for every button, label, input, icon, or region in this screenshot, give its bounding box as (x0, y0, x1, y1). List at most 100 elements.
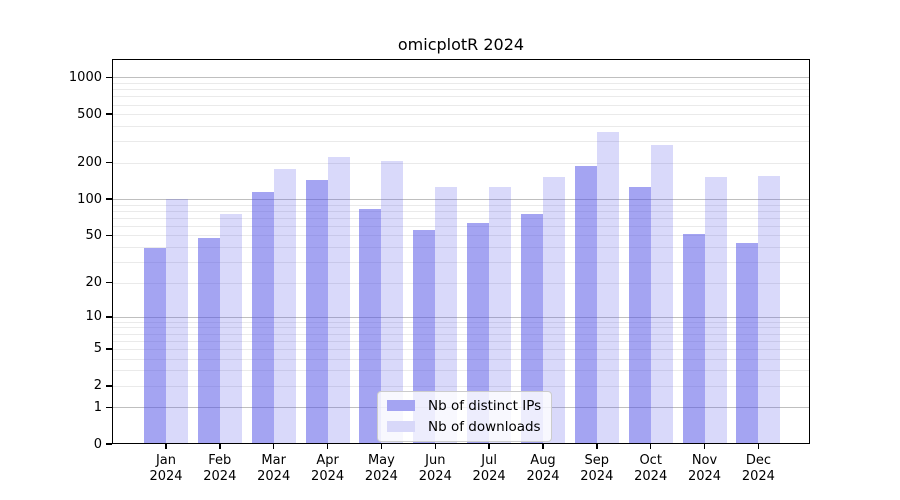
bar-downloads-aug (542, 176, 565, 444)
x-tick-label-sep: Sep 2024 (580, 453, 614, 484)
x-tick-mark (649, 444, 652, 449)
gridline-minor (112, 261, 810, 263)
gridline-minor (112, 125, 810, 127)
y-tick-label: 0 (93, 436, 102, 452)
y-tick-label: 10 (85, 309, 102, 325)
y-tick-label: 20 (85, 275, 102, 290)
y-tick-mark (106, 113, 112, 115)
legend-item-distinct-ips: Nb of distinct IPs (387, 397, 541, 414)
y-tick-label: 2 (93, 378, 102, 394)
bar-downloads-apr (327, 157, 350, 444)
gridline-minor (112, 385, 810, 387)
x-tick-mark (542, 444, 544, 449)
bar-downloads-jun (435, 186, 458, 444)
x-tick-mark (757, 444, 760, 449)
gridline-minor (112, 370, 810, 372)
x-tick-label-mar: Mar 2024 (257, 453, 291, 484)
y-tick-mark (106, 281, 112, 284)
x-tick-label-nov: Nov 2024 (687, 453, 722, 484)
gridline-minor (112, 225, 810, 227)
bar-distinct-ips-jun (413, 229, 436, 444)
plot-area (112, 59, 810, 444)
legend: Nb of distinct IPs Nb of downloads (377, 391, 553, 442)
gridline-minor (112, 217, 810, 219)
gridline-minor (112, 104, 810, 106)
chart-title: omicplotR 2024 (397, 35, 525, 54)
x-tick-mark (165, 444, 167, 449)
y-tick-label: 1000 (68, 69, 102, 85)
gridline-minor (112, 321, 810, 323)
x-tick-label-jan: Jan 2024 (149, 453, 183, 484)
y-tick-mark (106, 161, 112, 164)
x-tick-mark (596, 444, 598, 449)
y-tick-mark (106, 76, 112, 79)
y-tick-label: 200 (77, 155, 102, 171)
bar-distinct-ips-may (359, 208, 382, 444)
bar-downloads-jul (489, 186, 512, 444)
gridline-minor (112, 235, 810, 237)
bar-downloads-sep (596, 131, 619, 444)
y-tick-mark (106, 406, 112, 408)
gridline-minor (112, 247, 810, 248)
bar-downloads-oct (650, 145, 673, 444)
legend-label-downloads: Nb of downloads (428, 418, 541, 435)
y-tick-mark (106, 316, 112, 318)
bar-downloads-nov (704, 177, 727, 444)
x-tick-label-jul: Jul 2024 (472, 453, 506, 484)
x-tick-mark (434, 444, 436, 449)
x-tick-mark (380, 444, 383, 449)
x-tick-label-may: May 2024 (364, 453, 398, 484)
x-tick-mark (272, 444, 275, 449)
gridline-minor (112, 114, 810, 116)
gridline-minor (112, 333, 810, 335)
bar-distinct-ips-jul (467, 223, 490, 444)
bar-distinct-ips-dec (736, 243, 759, 444)
legend-label-distinct-ips: Nb of distinct IPs (428, 397, 542, 414)
gridline-minor (112, 96, 810, 98)
legend-item-downloads: Nb of downloads (387, 418, 541, 435)
x-tick-label-jun: Jun 2024 (418, 453, 452, 484)
gridline-minor (112, 162, 810, 164)
legend-swatch-distinct-ips (387, 400, 415, 411)
gridline-major (112, 199, 810, 201)
gridline-minor (112, 327, 810, 329)
bar-distinct-ips-apr (305, 179, 328, 444)
x-tick-label-dec: Dec 2024 (741, 453, 775, 484)
bar-distinct-ips-jan (144, 248, 166, 444)
gridline-minor (112, 141, 810, 143)
x-tick-label-aug: Aug 2024 (526, 453, 560, 484)
y-tick-mark (106, 234, 112, 237)
gridline-major (112, 77, 810, 79)
gridline-minor (112, 282, 810, 284)
bar-distinct-ips-nov (682, 234, 705, 444)
gridline-minor (112, 348, 810, 350)
x-tick-mark (703, 444, 706, 449)
gridline-minor (112, 204, 810, 206)
gridline-minor (112, 340, 810, 342)
y-tick-mark (106, 385, 112, 387)
y-tick-mark (106, 348, 112, 350)
y-tick-label: 5 (93, 341, 102, 357)
bar-downloads-may (381, 160, 404, 444)
y-tick-label: 500 (77, 106, 102, 122)
legend-swatch-downloads (387, 421, 415, 432)
y-tick-mark (106, 198, 112, 200)
gridline-minor (112, 210, 810, 212)
y-tick-label: 100 (77, 191, 102, 207)
x-tick-label-feb: Feb 2024 (203, 453, 237, 484)
bar-downloads-feb (219, 214, 242, 444)
x-tick-label-apr: Apr 2024 (311, 453, 345, 484)
gridline-minor (112, 358, 810, 360)
y-tick-mark (106, 443, 112, 445)
bar-distinct-ips-feb (197, 237, 220, 444)
x-tick-label-oct: Oct 2024 (634, 453, 668, 484)
y-tick-label: 50 (85, 227, 102, 243)
bar-distinct-ips-mar (251, 191, 274, 444)
bar-distinct-ips-aug (520, 214, 543, 444)
x-tick-mark (219, 444, 221, 449)
bar-distinct-ips-oct (628, 187, 651, 444)
gridline-major (112, 316, 810, 318)
gridline-minor (112, 83, 810, 84)
y-tick-label: 1 (93, 399, 102, 415)
